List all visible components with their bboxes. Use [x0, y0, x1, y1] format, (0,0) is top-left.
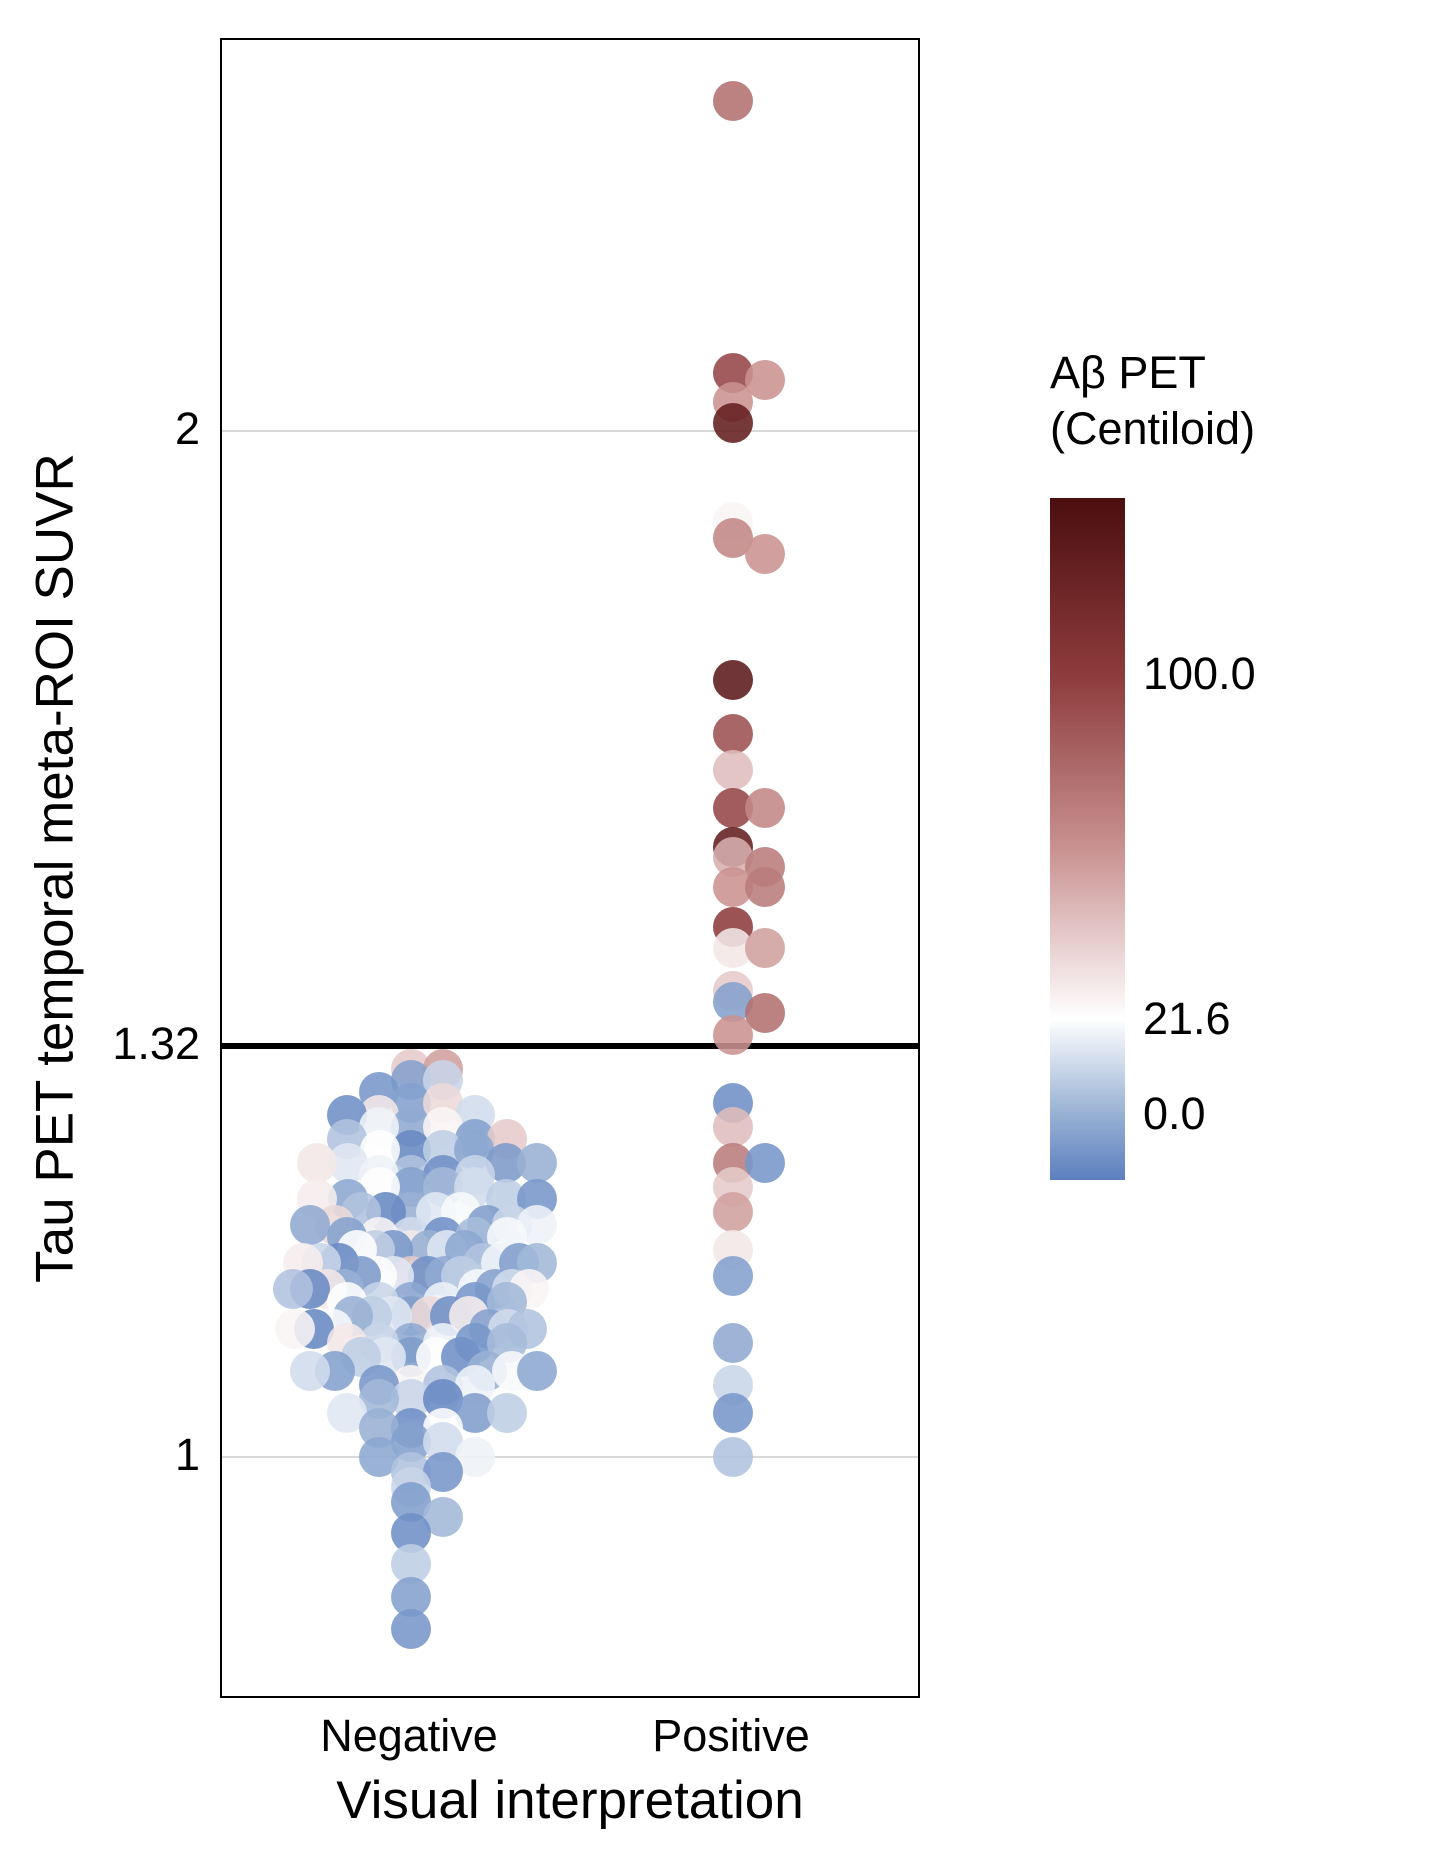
data-point: [290, 1351, 330, 1391]
data-point: [713, 1393, 753, 1433]
gridline: [222, 430, 918, 432]
data-point: [713, 1256, 753, 1296]
data-point: [713, 750, 753, 790]
colorbar: [1050, 498, 1125, 1180]
y-tick-label: 1.32: [100, 1018, 200, 1070]
data-point: [275, 1309, 315, 1349]
data-point: [745, 1143, 785, 1183]
data-point: [745, 928, 785, 968]
data-point: [745, 867, 785, 907]
x-tick-label: Negative: [320, 1710, 498, 1762]
data-point: [273, 1269, 313, 1309]
colorbar-tick-label: 21.6: [1143, 993, 1231, 1045]
data-point: [713, 1107, 753, 1147]
data-point: [745, 788, 785, 828]
data-point: [713, 660, 753, 700]
data-point: [713, 1323, 753, 1363]
plot-area: [220, 38, 920, 1698]
data-point: [290, 1205, 330, 1245]
data-point: [713, 1015, 753, 1055]
data-point: [713, 714, 753, 754]
colorbar-title: Aβ PET (Centiloid): [1050, 345, 1255, 458]
threshold-line: [222, 1043, 918, 1049]
data-point: [517, 1351, 557, 1391]
data-point: [713, 1192, 753, 1232]
data-point: [713, 1437, 753, 1477]
data-point: [391, 1609, 431, 1649]
data-point: [487, 1393, 527, 1433]
x-axis-label: Visual interpretation: [336, 1770, 803, 1831]
data-point: [713, 403, 753, 443]
y-tick-label: 1: [100, 1429, 200, 1481]
data-point: [745, 534, 785, 574]
colorbar-tick-label: 100.0: [1143, 648, 1256, 700]
gridline: [222, 1456, 918, 1458]
data-point: [713, 81, 753, 121]
x-tick-label: Positive: [652, 1710, 810, 1762]
data-point: [297, 1143, 337, 1183]
y-axis-label: Tau PET temporal meta-ROI SUVR: [25, 453, 86, 1283]
colorbar-tick-label: 0.0: [1143, 1088, 1206, 1140]
data-point: [517, 1143, 557, 1183]
y-tick-label: 2: [100, 403, 200, 455]
